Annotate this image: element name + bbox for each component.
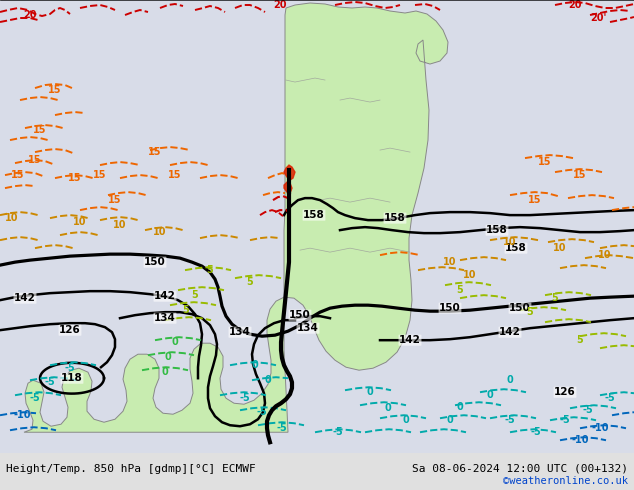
Text: 15: 15 [11,170,25,180]
Text: -5: -5 [44,377,55,387]
Text: 0: 0 [456,402,463,412]
Text: 10: 10 [553,243,567,253]
Text: 15: 15 [573,170,586,180]
Text: 15: 15 [528,195,541,205]
Text: 5: 5 [183,305,190,315]
Text: 5: 5 [527,307,533,317]
Text: 15: 15 [68,173,82,183]
Text: 0: 0 [172,337,178,347]
Text: 0: 0 [252,360,259,370]
Text: 15: 15 [48,85,61,95]
Text: 142: 142 [154,291,176,301]
Text: 10: 10 [74,217,87,227]
Text: 150: 150 [439,303,461,313]
Text: 20: 20 [23,10,37,20]
Text: 20': 20' [590,13,606,23]
Text: -5: -5 [240,393,250,403]
Text: -5: -5 [276,423,287,433]
Text: ©weatheronline.co.uk: ©weatheronline.co.uk [503,476,628,486]
Text: -10: -10 [592,423,609,433]
Text: -5: -5 [560,415,571,425]
Text: -5: -5 [333,427,344,437]
Text: 0: 0 [264,375,271,385]
Text: 5: 5 [577,335,583,345]
Text: 15: 15 [108,195,122,205]
Text: -5: -5 [257,407,268,417]
Text: 15: 15 [168,170,182,180]
Text: 5: 5 [191,290,198,300]
Text: 142: 142 [14,293,36,303]
Text: 10: 10 [503,237,517,247]
Text: 5: 5 [456,285,463,295]
Text: 15: 15 [33,125,47,135]
Text: 134: 134 [154,313,176,323]
Text: 134: 134 [229,327,251,337]
Text: 0: 0 [366,387,373,397]
Text: 15: 15 [93,170,107,180]
Text: 0: 0 [165,352,171,362]
Text: 158: 158 [486,225,508,235]
Text: -5: -5 [605,393,616,403]
Text: 0: 0 [162,367,169,377]
Polygon shape [284,165,295,180]
Text: -5: -5 [583,405,593,415]
Text: 150: 150 [289,310,311,320]
Text: 150: 150 [509,303,531,313]
Text: 158: 158 [303,210,325,220]
Text: 0: 0 [446,415,453,425]
Text: -10: -10 [571,435,589,445]
Text: 10: 10 [153,227,167,237]
Text: 5: 5 [552,293,559,303]
Text: 10: 10 [113,220,127,230]
Text: 15: 15 [29,155,42,165]
Text: 5: 5 [207,265,214,275]
Text: 10: 10 [598,250,612,260]
Text: 20: 20 [568,0,582,10]
Text: 10: 10 [463,270,477,280]
Text: -5: -5 [30,393,41,403]
Text: 142: 142 [499,327,521,337]
Text: 142: 142 [399,335,421,345]
Text: 15: 15 [538,157,552,167]
Polygon shape [284,182,292,193]
Text: 15: 15 [148,147,162,157]
Text: -5: -5 [65,363,75,373]
Text: 150: 150 [144,257,166,267]
Text: 126: 126 [59,325,81,335]
Text: 10: 10 [443,257,456,267]
Text: 0: 0 [385,403,391,413]
Text: 20: 20 [273,0,287,10]
Text: -5: -5 [505,415,515,425]
Text: Height/Temp. 850 hPa [gdmp][°C] ECMWF: Height/Temp. 850 hPa [gdmp][°C] ECMWF [6,464,256,473]
Text: 134: 134 [297,323,319,333]
Text: Sa 08-06-2024 12:00 UTC (00+132): Sa 08-06-2024 12:00 UTC (00+132) [411,464,628,473]
Text: -5: -5 [531,427,541,437]
Text: 0: 0 [487,390,493,400]
Text: 10: 10 [5,213,19,223]
Text: 0: 0 [507,375,514,385]
Text: 126: 126 [554,387,576,397]
Text: 118: 118 [61,373,83,383]
Text: 0: 0 [403,415,410,425]
Text: 158: 158 [505,243,527,253]
Text: 158: 158 [384,213,406,223]
Text: 5: 5 [247,277,254,287]
Text: -10: -10 [13,410,31,420]
Polygon shape [24,3,448,432]
